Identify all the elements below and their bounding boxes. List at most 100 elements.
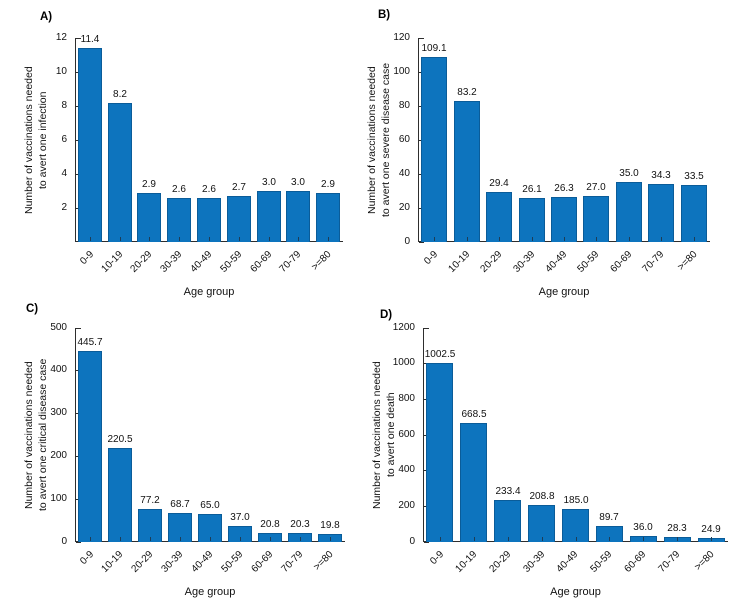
panel-d-death-chart: D) Number of vaccinations needed to aver… <box>368 300 737 612</box>
x-tick-label: 40-49 <box>554 549 581 575</box>
y-tick-label: 300 <box>50 407 67 419</box>
y-tick-label: 1200 <box>392 321 415 333</box>
bar-value-label: 445.7 <box>77 337 103 348</box>
bar-value-label: 1002.5 <box>424 349 456 360</box>
y-tick-mark <box>424 541 429 543</box>
x-tick-label: 0-9 <box>77 549 96 567</box>
y-tick-label: 6 <box>61 133 67 145</box>
bar-value-label: 19.8 <box>320 520 340 531</box>
y-tick-label: 8 <box>61 99 67 111</box>
x-tick-mark <box>499 237 500 241</box>
x-tick-label: 60-69 <box>248 249 275 275</box>
x-tick-mark <box>240 537 241 541</box>
x-tick-label: 0-9 <box>421 249 440 267</box>
bar <box>486 192 512 242</box>
y-tick-label: 0 <box>404 235 410 247</box>
panel-letter-a: A) <box>40 11 53 23</box>
bar <box>108 103 132 242</box>
bar <box>78 351 102 542</box>
bar <box>426 363 453 542</box>
x-tick-mark <box>269 237 270 241</box>
x-tick-label: 30-39 <box>159 549 186 575</box>
x-tick-label: 60-69 <box>249 549 276 575</box>
bar <box>460 423 487 542</box>
bar <box>454 101 480 242</box>
x-tick-label: 20-29 <box>478 249 505 275</box>
bar <box>227 196 251 242</box>
x-tick-label: 50-59 <box>588 549 615 575</box>
bar <box>551 197 577 242</box>
bar <box>681 185 707 242</box>
x-tick-mark <box>179 237 180 241</box>
y-tick-label: 100 <box>50 492 67 504</box>
x-tick-label: 0-9 <box>427 549 446 567</box>
bar-value-label: 83.2 <box>457 87 477 98</box>
y-tick-label: 40 <box>398 167 410 179</box>
x-tick-mark <box>90 537 91 541</box>
x-tick-mark <box>150 537 151 541</box>
y-tick-label: 0 <box>409 535 415 547</box>
x-tick-mark <box>210 537 211 541</box>
bar <box>596 526 623 542</box>
bar-value-label: 33.5 <box>684 171 704 182</box>
x-tick-label: 50-59 <box>219 549 246 575</box>
panel-b-severe-disease-chart: B) Number of vaccinations needed to aver… <box>366 0 737 300</box>
bar-value-label: 2.9 <box>142 179 156 190</box>
y-tick-label: 120 <box>393 31 410 43</box>
panel-a-infection-chart: A) Number of vaccinations needed to aver… <box>0 0 368 300</box>
bar-value-label: 185.0 <box>563 495 589 506</box>
bar-value-label: 29.4 <box>489 178 509 189</box>
bar-value-label: 27.0 <box>586 182 606 193</box>
bar-value-label: 65.0 <box>200 500 220 511</box>
y-tick-label: 2 <box>61 201 67 213</box>
bar-value-label: 28.3 <box>667 523 687 534</box>
bar <box>228 526 252 542</box>
x-tick-mark <box>328 237 329 241</box>
bar-value-label: 36.0 <box>633 522 653 533</box>
bar-value-label: 68.7 <box>170 499 190 510</box>
x-tick-mark <box>609 537 610 541</box>
x-tick-label: 30-39 <box>158 249 185 275</box>
bar <box>167 198 191 242</box>
y-tick-label: 1000 <box>392 357 415 369</box>
x-tick-mark <box>209 237 210 241</box>
x-tick-mark <box>643 537 644 541</box>
bar <box>138 509 162 542</box>
bar-value-label: 109.1 <box>421 43 447 54</box>
bar-value-label: 34.3 <box>651 170 671 181</box>
bar <box>583 196 609 242</box>
x-tick-label: >=80 <box>309 249 334 273</box>
y-tick-label: 400 <box>50 364 67 376</box>
y-tick-label: 10 <box>55 65 67 77</box>
x-tick-label: 60-69 <box>622 549 649 575</box>
y-tick-mark <box>419 37 424 39</box>
x-tick-mark <box>596 237 597 241</box>
x-tick-label: 40-49 <box>543 249 570 275</box>
bar <box>648 184 674 242</box>
panel-c-critical-disease-chart: C) Number of vaccinations needed to aver… <box>0 300 368 612</box>
x-axis-title-c: Age group <box>184 586 236 598</box>
x-tick-label: 40-49 <box>189 549 216 575</box>
x-axis-title-a: Age group <box>183 286 235 298</box>
bar-value-label: 20.3 <box>290 519 310 530</box>
bar-value-label: 8.2 <box>113 89 127 100</box>
x-tick-mark <box>467 237 468 241</box>
y-tick-label: 400 <box>398 464 415 476</box>
bar <box>562 509 589 542</box>
y-tick-label: 100 <box>393 65 410 77</box>
bar-value-label: 89.7 <box>599 512 619 523</box>
x-tick-label: >=80 <box>311 549 336 573</box>
x-tick-label: 20-29 <box>129 549 156 575</box>
y-tick-mark <box>76 37 81 39</box>
bar <box>494 500 521 542</box>
x-tick-label: 50-59 <box>575 249 602 275</box>
y-tick-label: 500 <box>50 321 67 333</box>
bar <box>108 448 132 542</box>
x-tick-mark <box>180 537 181 541</box>
y-tick-mark <box>76 327 81 329</box>
y-tick-label: 200 <box>50 449 67 461</box>
x-tick-mark <box>298 237 299 241</box>
y-tick-label: 800 <box>398 392 415 404</box>
x-axis-title-d: Age group <box>550 586 601 598</box>
